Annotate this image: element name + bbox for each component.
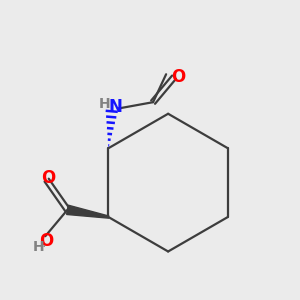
Polygon shape	[67, 205, 109, 218]
Text: H: H	[99, 97, 110, 111]
Text: N: N	[109, 98, 122, 116]
Text: ·: ·	[41, 240, 46, 254]
Text: O: O	[171, 68, 185, 86]
Text: O: O	[39, 232, 53, 250]
Text: O: O	[41, 169, 56, 187]
Text: H: H	[33, 240, 45, 254]
